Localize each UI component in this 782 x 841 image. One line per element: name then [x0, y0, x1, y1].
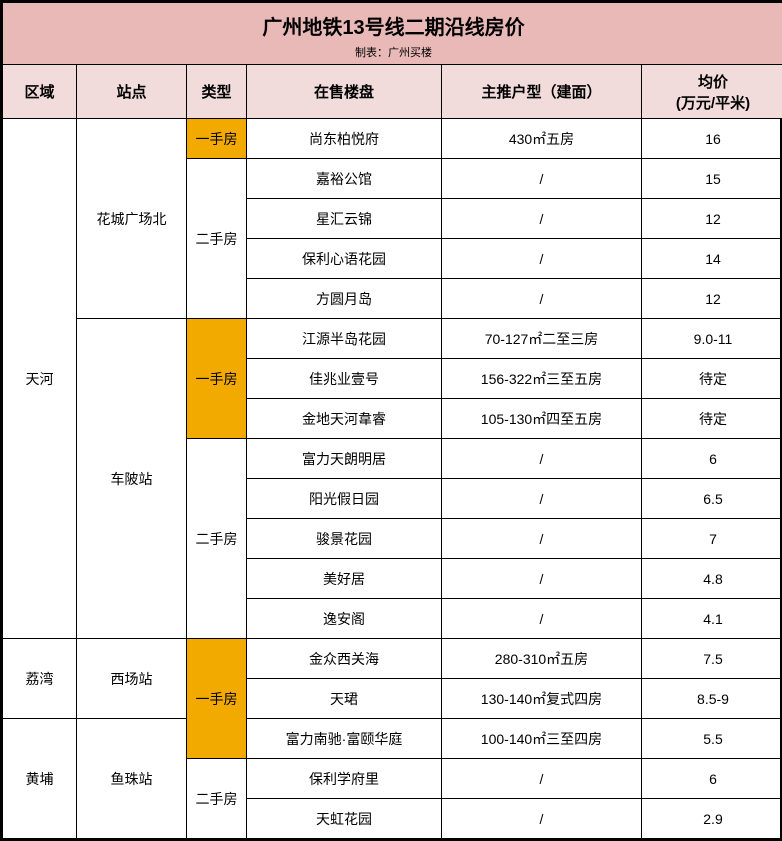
project-cell: 美好居 [247, 559, 442, 599]
header-region: 区域 [3, 65, 77, 119]
title-row: 广州地铁13号线二期沿线房价 制表：广州买楼 [3, 3, 782, 65]
region-cell: 荔湾 [3, 639, 77, 719]
project-cell: 天珺 [247, 679, 442, 719]
project-cell: 保利学府里 [247, 759, 442, 799]
project-cell: 星汇云锦 [247, 199, 442, 239]
project-cell: 金地天河韋睿 [247, 399, 442, 439]
price-cell: 6 [642, 439, 782, 479]
unit-cell: / [442, 279, 642, 319]
region-cell: 天河 [3, 119, 77, 639]
price-cell: 5.5 [642, 719, 782, 759]
project-cell: 保利心语花园 [247, 239, 442, 279]
price-table: 广州地铁13号线二期沿线房价 制表：广州买楼 区域 站点 类型 在售楼盘 主推户… [2, 2, 782, 839]
type-cell: 一手房 [187, 319, 247, 439]
station-cell: 西场站 [77, 639, 187, 719]
project-cell: 骏景花园 [247, 519, 442, 559]
station-cell: 花城广场北 [77, 119, 187, 319]
project-cell: 逸安阁 [247, 599, 442, 639]
table-row: 荔湾西场站一手房金众西关海280-310㎡五房7.5 [3, 639, 782, 679]
header-price-line1: 均价 [698, 74, 728, 91]
price-cell: 12 [642, 199, 782, 239]
unit-cell: 70-127㎡二至三房 [442, 319, 642, 359]
project-cell: 江源半岛花园 [247, 319, 442, 359]
unit-cell: 280-310㎡五房 [442, 639, 642, 679]
price-cell: 7 [642, 519, 782, 559]
unit-cell: 430㎡五房 [442, 119, 642, 159]
header-price: 均价 (万元/平米) [642, 65, 782, 119]
project-cell: 嘉裕公馆 [247, 159, 442, 199]
header-type: 类型 [187, 65, 247, 119]
project-cell: 天虹花园 [247, 799, 442, 839]
type-cell: 二手房 [187, 759, 247, 839]
table-title: 广州地铁13号线二期沿线房价 [262, 17, 524, 39]
price-cell: 待定 [642, 399, 782, 439]
header-price-line2: (万元/平米) [676, 95, 750, 112]
unit-cell: 105-130㎡四至五房 [442, 399, 642, 439]
price-cell: 6 [642, 759, 782, 799]
price-cell: 9.0-11 [642, 319, 782, 359]
type-cell: 二手房 [187, 159, 247, 319]
unit-cell: / [442, 239, 642, 279]
project-cell: 富力天朗明居 [247, 439, 442, 479]
price-cell: 待定 [642, 359, 782, 399]
price-cell: 14 [642, 239, 782, 279]
unit-cell: / [442, 519, 642, 559]
unit-cell: / [442, 799, 642, 839]
project-cell: 富力南驰·富颐华庭 [247, 719, 442, 759]
table-subtitle: 制表：广州买楼 [3, 44, 782, 60]
table-row: 天河花城广场北一手房尚东柏悦府430㎡五房16 [3, 119, 782, 159]
price-table-container: 广州地铁13号线二期沿线房价 制表：广州买楼 区域 站点 类型 在售楼盘 主推户… [0, 0, 782, 841]
price-cell: 4.8 [642, 559, 782, 599]
price-cell: 16 [642, 119, 782, 159]
station-cell: 车陂站 [77, 319, 187, 639]
unit-cell: 100-140㎡三至四房 [442, 719, 642, 759]
header-station: 站点 [77, 65, 187, 119]
unit-cell: / [442, 439, 642, 479]
unit-cell: / [442, 159, 642, 199]
project-cell: 金众西关海 [247, 639, 442, 679]
price-cell: 4.1 [642, 599, 782, 639]
price-cell: 12 [642, 279, 782, 319]
price-cell: 15 [642, 159, 782, 199]
price-cell: 6.5 [642, 479, 782, 519]
project-cell: 方圆月岛 [247, 279, 442, 319]
type-cell: 一手房 [187, 119, 247, 159]
price-cell: 2.9 [642, 799, 782, 839]
project-cell: 尚东柏悦府 [247, 119, 442, 159]
table-row: 车陂站一手房江源半岛花园70-127㎡二至三房9.0-11 [3, 319, 782, 359]
unit-cell: 130-140㎡复式四房 [442, 679, 642, 719]
region-cell: 黄埔 [3, 719, 77, 839]
unit-cell: / [442, 559, 642, 599]
unit-cell: / [442, 599, 642, 639]
type-cell: 一手房 [187, 639, 247, 759]
station-cell: 鱼珠站 [77, 719, 187, 839]
price-cell: 8.5-9 [642, 679, 782, 719]
table-row: 黄埔鱼珠站富力南驰·富颐华庭100-140㎡三至四房5.5 [3, 719, 782, 759]
unit-cell: / [442, 479, 642, 519]
price-cell: 7.5 [642, 639, 782, 679]
unit-cell: / [442, 759, 642, 799]
project-cell: 佳兆业壹号 [247, 359, 442, 399]
project-cell: 阳光假日园 [247, 479, 442, 519]
header-unit: 主推户型（建面） [442, 65, 642, 119]
table-body: 天河花城广场北一手房尚东柏悦府430㎡五房16二手房嘉裕公馆/15星汇云锦/12… [3, 119, 782, 839]
unit-cell: 156-322㎡三至五房 [442, 359, 642, 399]
unit-cell: / [442, 199, 642, 239]
header-row: 区域 站点 类型 在售楼盘 主推户型（建面） 均价 (万元/平米) [3, 65, 782, 119]
type-cell: 二手房 [187, 439, 247, 639]
header-project: 在售楼盘 [247, 65, 442, 119]
title-cell: 广州地铁13号线二期沿线房价 制表：广州买楼 [3, 3, 782, 65]
